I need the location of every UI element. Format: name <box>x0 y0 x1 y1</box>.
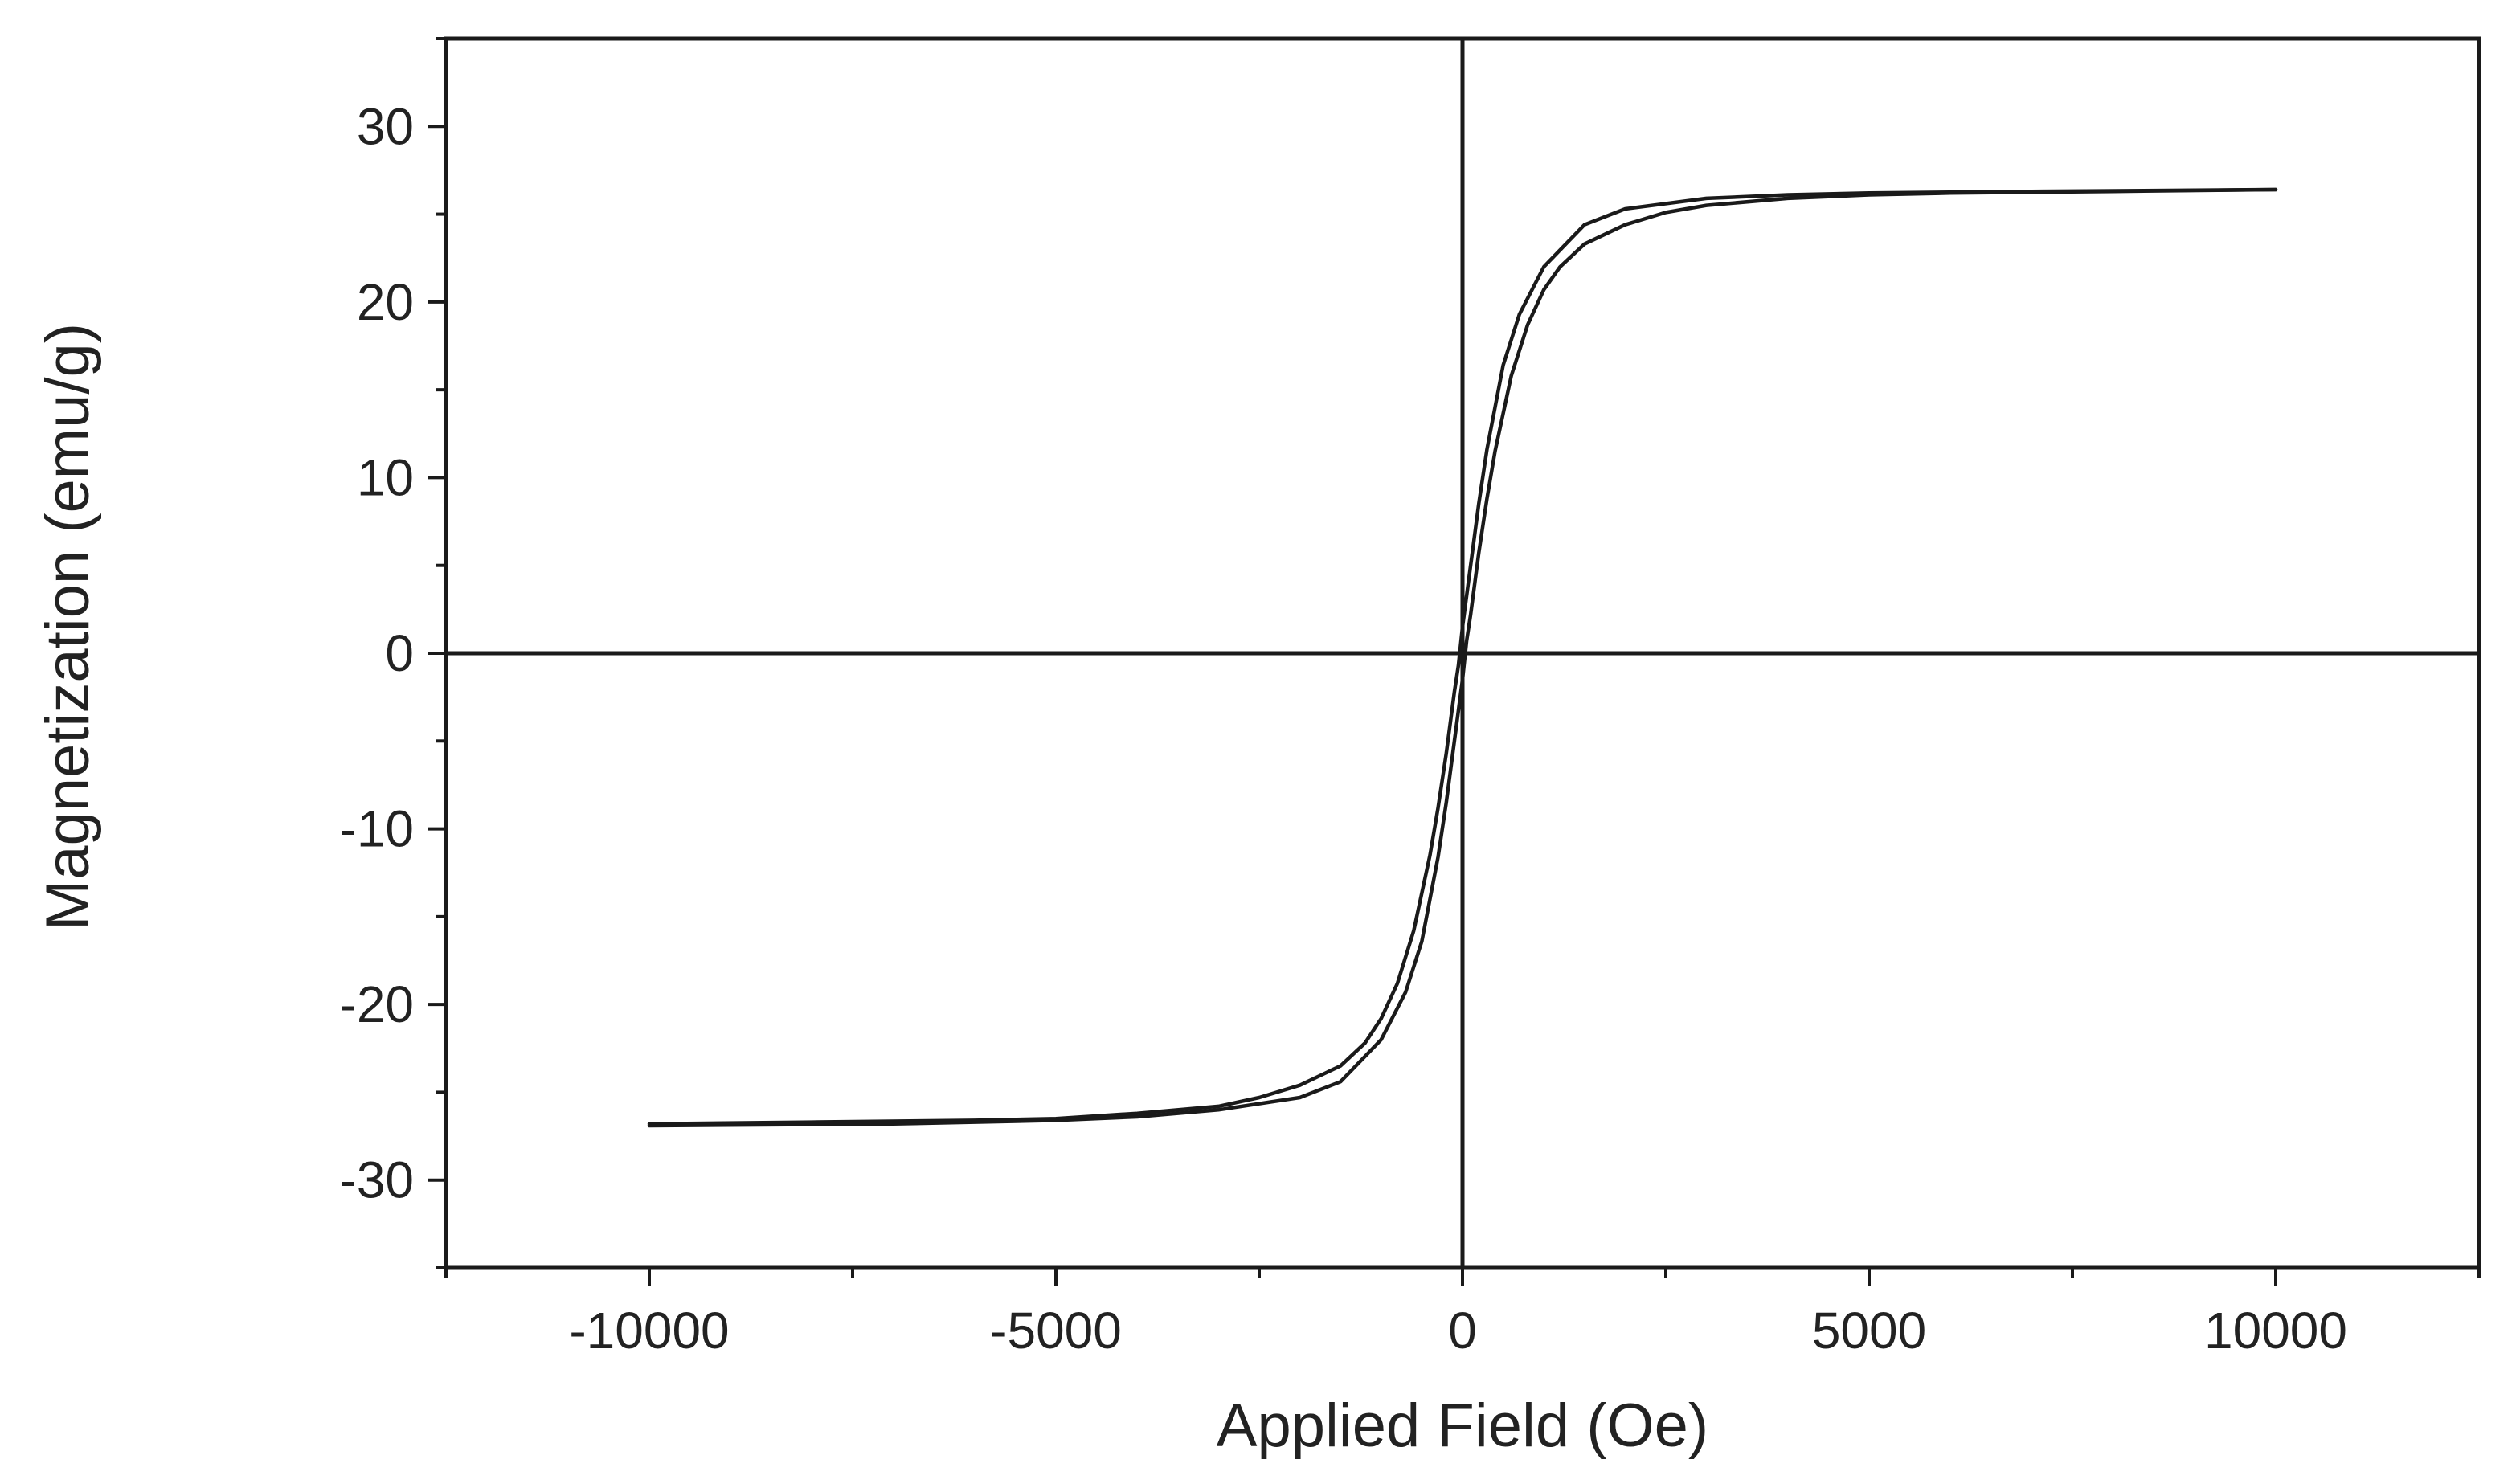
y-tick-label: -20 <box>340 975 415 1033</box>
series-line-descending <box>647 187 2278 1128</box>
y-axis-ticks: -30 -20 -10 0 10 20 30 <box>340 37 446 1269</box>
plot-area <box>444 36 2481 1270</box>
y-tick-label: -10 <box>340 800 415 858</box>
y-axis-title: Magnetization (emu/g) <box>34 323 102 930</box>
x-tick-label: -10000 <box>569 1302 729 1359</box>
y-tick-label: 30 <box>357 97 414 155</box>
y-tick-label: 20 <box>357 273 414 331</box>
x-axis-ticks: -10000 -5000 0 5000 10000 <box>444 1268 2481 1359</box>
x-tick-label: 5000 <box>1812 1302 1926 1359</box>
x-tick-label: 10000 <box>2204 1302 2347 1359</box>
y-tick-label: 0 <box>385 624 414 682</box>
x-tick-label: 0 <box>1448 1302 1477 1359</box>
y-tick-label: -30 <box>340 1151 415 1209</box>
y-tick-label: 10 <box>357 448 414 506</box>
series-line-ascending <box>647 187 2278 1126</box>
x-axis-title: Applied Field (Oe) <box>1217 1392 1709 1460</box>
x-tick-label: -5000 <box>990 1302 1122 1359</box>
